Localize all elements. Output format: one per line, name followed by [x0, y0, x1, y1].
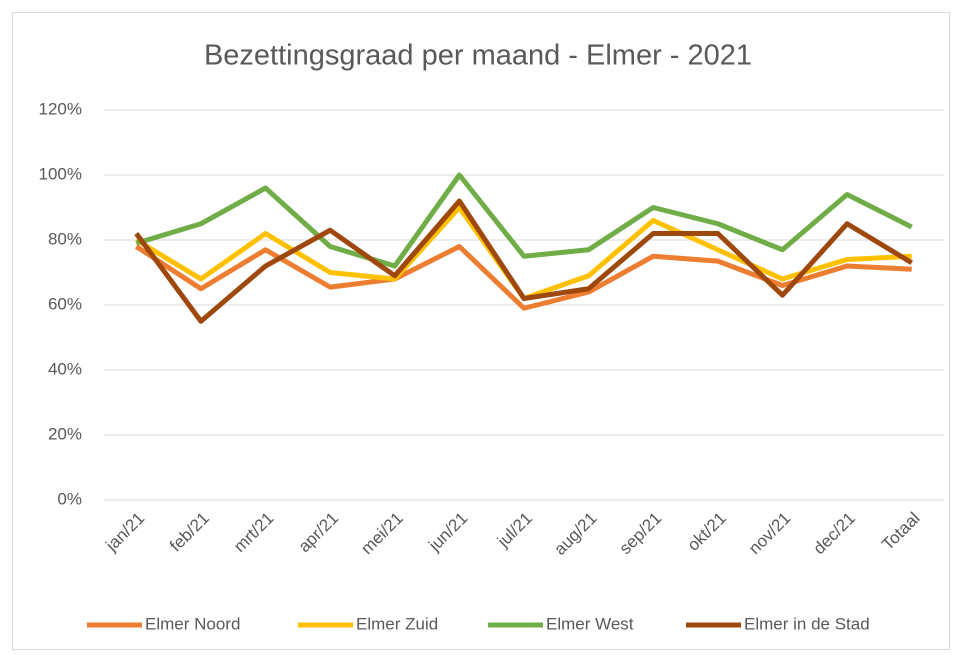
y-tick-label: 80%	[48, 229, 82, 248]
legend-label: Elmer West	[546, 614, 634, 633]
series-line	[134, 244, 912, 311]
y-tick-label: 20%	[48, 424, 82, 443]
chart-border	[12, 12, 950, 650]
y-tick-label: 120%	[39, 99, 82, 118]
series-line	[135, 172, 913, 269]
series-line	[134, 198, 913, 324]
y-tick-label: 0%	[57, 489, 82, 508]
y-tick-label: 60%	[48, 294, 82, 313]
y-tick-label: 40%	[48, 359, 82, 378]
legend-label: Elmer Noord	[145, 614, 240, 633]
legend-label: Elmer Zuid	[356, 614, 438, 633]
y-tick-label: 100%	[39, 164, 82, 183]
chart-title: Bezettingsgraad per maand - Elmer - 2021	[204, 40, 752, 72]
legend-label: Elmer in de Stad	[744, 614, 870, 633]
